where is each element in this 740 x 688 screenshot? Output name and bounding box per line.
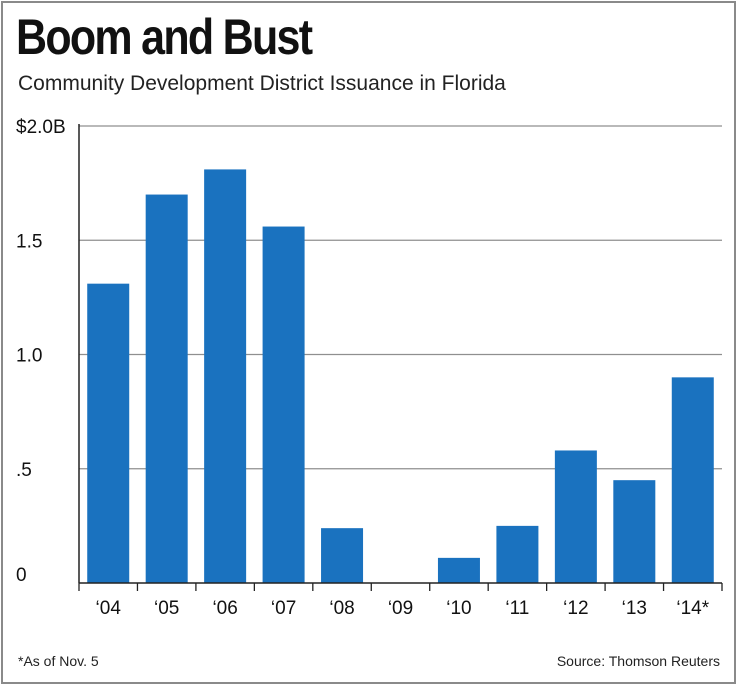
chart-subtitle: Community Development District Issuance …: [18, 72, 506, 95]
x-tick-label: ‘07: [271, 598, 296, 619]
y-tick-label: 1.0: [16, 346, 42, 367]
x-tick-label: ‘13: [622, 598, 647, 619]
bar: [145, 194, 188, 584]
x-tick-label: ‘14*: [676, 598, 709, 619]
y-tick-label: 1.5: [16, 231, 42, 252]
axes: [78, 124, 723, 591]
tick-labels: 0 .5 1.0 1.5 $2.0B ‘04 ‘05 ‘06 ‘07 ‘08 ‘09 ‘10 ‘11 ‘1…: [16, 117, 710, 619]
chart-title: Boom and Bust: [16, 9, 313, 65]
x-tick-label: ‘12: [563, 598, 588, 619]
bar: [671, 377, 714, 583]
y-tick-label: 0: [16, 565, 27, 586]
bar: [613, 480, 656, 583]
x-tick-label: ‘10: [446, 598, 471, 619]
x-tick-label: ‘04: [96, 598, 122, 619]
x-tick-label: ‘05: [154, 598, 179, 619]
bar: [554, 450, 597, 583]
x-tick-label: ‘06: [212, 598, 237, 619]
bar: [437, 557, 480, 583]
bar: [262, 226, 305, 584]
x-tick-label: ‘11: [505, 598, 529, 619]
footnote: *As of Nov. 5: [18, 653, 99, 669]
y-tick-label: .5: [16, 460, 32, 481]
bars: [87, 169, 714, 584]
x-tick-label: ‘08: [329, 598, 354, 619]
y-tick-label: $2.0B: [16, 117, 66, 138]
bar: [204, 169, 247, 584]
bar: [496, 525, 539, 583]
bar: [87, 283, 130, 583]
bar: [321, 528, 364, 583]
x-tick-label: ‘09: [388, 598, 413, 619]
source-note: Source: Thomson Reuters: [556, 653, 720, 669]
